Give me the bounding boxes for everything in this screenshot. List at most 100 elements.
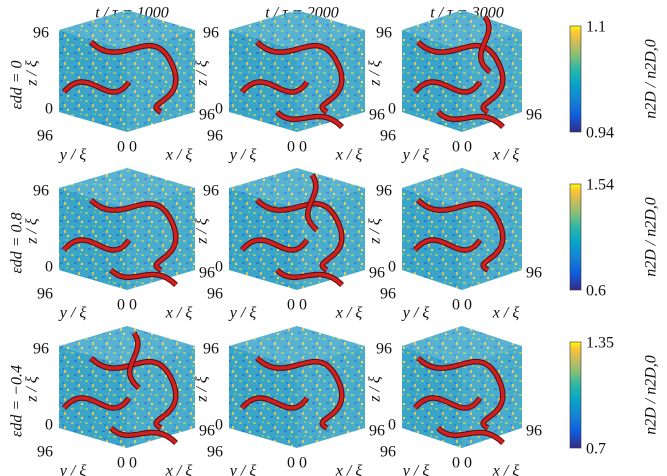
y-max-label: 96 [207,128,223,145]
z-min-label: 0 [45,417,53,434]
x-max-label: 96 [526,107,542,124]
x-axis-label: x / ξ [335,305,363,322]
colorbar-max: 1.1 [586,19,606,36]
z-axis-label: z / ξ [194,218,211,245]
z-min-label: 0 [45,101,53,118]
cube-panel: 96z / ξ096y / ξ00x / ξ96 [194,326,385,476]
y-min-label: 0 [117,455,125,472]
x-axis-label: x / ξ [335,463,363,476]
y-axis-label: y / ξ [401,305,430,322]
z-min-label: 0 [215,417,223,434]
z-axis-label: z / ξ [194,60,211,87]
z-min-label: 0 [388,101,396,118]
x-min-label: 0 [129,455,137,472]
z-max-label: 96 [203,25,219,42]
y-max-label: 96 [37,444,53,461]
x-axis-label: x / ξ [492,305,520,322]
z-axis-label: z / ξ [24,376,41,403]
z-axis-label: z / ξ [367,218,384,245]
cube-panel: 96z / ξ096y / ξ00x / ξ96 [367,326,542,476]
x-max-label: 96 [199,107,215,124]
x-axis-label: x / ξ [165,147,193,164]
x-axis-label: x / ξ [165,305,193,322]
y-axis-label: y / ξ [401,147,430,164]
y-max-label: 96 [207,444,223,461]
colorbar-max: 1.35 [586,335,614,352]
z-max-label: 96 [203,341,219,358]
z-axis-label: z / ξ [194,376,211,403]
x-min-label: 0 [464,297,472,314]
x-min-label: 0 [299,139,307,156]
y-min-label: 0 [452,139,460,156]
y-min-label: 0 [452,455,460,472]
z-axis-label: z / ξ [24,60,41,87]
z-max-label: 96 [376,341,392,358]
y-axis-label: y / ξ [58,147,87,164]
colorbar-label: n2D / n2D,0 [643,197,660,277]
z-max-label: 96 [33,183,49,200]
colorbar [570,26,581,132]
y-min-label: 0 [287,297,295,314]
x-min-label: 0 [129,297,137,314]
z-min-label: 0 [388,259,396,276]
x-axis-label: x / ξ [165,463,193,476]
colorbar-label: n2D / n2D,0 [643,39,660,119]
x-min-label: 0 [299,455,307,472]
x-min-label: 0 [464,455,472,472]
x-max-label: 96 [369,423,385,440]
x-max-label: 96 [199,265,215,282]
y-max-label: 96 [380,444,396,461]
y-axis-label: y / ξ [58,463,87,476]
y-min-label: 0 [287,455,295,472]
y-max-label: 96 [37,128,53,145]
x-max-label: 96 [369,107,385,124]
x-axis-label: x / ξ [335,147,363,164]
y-min-label: 0 [117,139,125,156]
z-max-label: 96 [33,341,49,358]
cube-panel: 96z / ξ096y / ξ00x / ξ96 [24,10,215,164]
y-max-label: 96 [380,128,396,145]
colorbar-min: 0.7 [586,441,606,458]
colorbar-label: n2D / n2D,0 [643,355,660,435]
y-axis-label: y / ξ [228,147,257,164]
x-max-label: 96 [369,265,385,282]
z-axis-label: z / ξ [24,218,41,245]
y-axis-label: y / ξ [58,305,87,322]
z-min-label: 0 [388,417,396,434]
y-axis-label: y / ξ [228,305,257,322]
x-min-label: 0 [299,297,307,314]
cube-panel: 96z / ξ096y / ξ00x / ξ96 [24,326,215,476]
y-max-label: 96 [380,286,396,303]
z-axis-label: z / ξ [367,60,384,87]
y-max-label: 96 [207,286,223,303]
z-max-label: 96 [203,183,219,200]
z-min-label: 0 [215,101,223,118]
x-max-label: 96 [199,423,215,440]
z-axis-label: z / ξ [367,376,384,403]
x-min-label: 0 [464,139,472,156]
y-min-label: 0 [117,297,125,314]
x-axis-label: x / ξ [492,463,520,476]
x-min-label: 0 [129,139,137,156]
y-min-label: 0 [452,297,460,314]
colorbar [570,184,581,290]
x-max-label: 96 [526,265,542,282]
z-max-label: 96 [376,183,392,200]
colorbar-min: 0.94 [586,125,614,142]
y-min-label: 0 [287,139,295,156]
x-axis-label: x / ξ [492,147,520,164]
y-axis-label: y / ξ [228,463,257,476]
z-max-label: 96 [376,25,392,42]
colorbar-max: 1.54 [586,177,614,194]
x-max-label: 96 [526,423,542,440]
y-axis-label: y / ξ [401,463,430,476]
z-min-label: 0 [215,259,223,276]
z-min-label: 0 [45,259,53,276]
figure: t / τ = 1000t / τ = 2000t / τ = 3000εdd … [0,0,667,476]
z-max-label: 96 [33,25,49,42]
